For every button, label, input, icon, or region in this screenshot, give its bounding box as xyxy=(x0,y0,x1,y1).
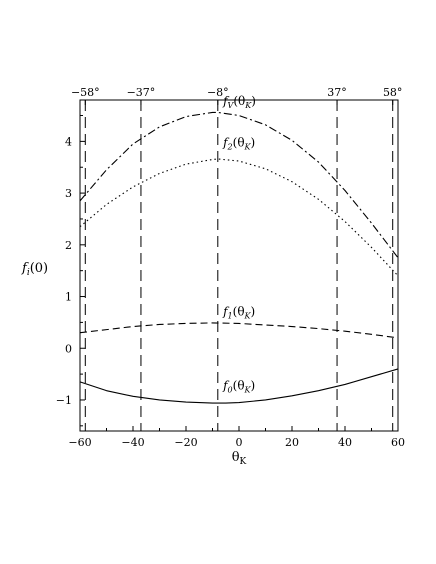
curve-label: f0(θK) xyxy=(222,379,255,395)
x-tick-label: 60 xyxy=(391,436,405,449)
x-tick-label: −60 xyxy=(68,436,91,449)
y-axis-ticks: −1 0 1 2 3 4 xyxy=(56,115,85,427)
y-tick-label: −1 xyxy=(56,394,72,407)
x-tick-label: −20 xyxy=(174,436,197,449)
series-line-2 xyxy=(79,322,399,339)
y-tick-label: 1 xyxy=(65,291,72,304)
x-axis-ticks: −60 −40 −20 0 20 40 60 xyxy=(68,426,405,449)
series-layer xyxy=(79,111,399,404)
x-tick-label: 20 xyxy=(285,436,299,449)
x-tick-label: 40 xyxy=(338,436,352,449)
x-axis-label: θK xyxy=(232,450,247,467)
series-line-1 xyxy=(79,158,399,277)
y-axis-label: fi(0) xyxy=(21,261,48,278)
x-tick-label: 0 xyxy=(236,436,243,449)
top-tick-label: −37° xyxy=(127,86,156,99)
curve-label: f2(θK) xyxy=(222,136,255,152)
y-tick-label: 3 xyxy=(65,187,72,200)
top-tick-label: 58° xyxy=(383,86,403,99)
x-tick-label: −40 xyxy=(121,436,144,449)
y-tick-label: 4 xyxy=(65,135,72,148)
y-tick-label: 2 xyxy=(65,239,72,252)
top-tick-label: 37° xyxy=(327,86,347,99)
reference-lines xyxy=(84,100,394,431)
curve-label: f1(θK) xyxy=(222,305,255,321)
curve-label: fV(θK) xyxy=(222,94,256,110)
y-tick-label: 0 xyxy=(65,342,72,355)
series-line-3 xyxy=(79,368,399,404)
curve-labels: fV(θK) f2(θK) f1(θK) f0(θK) xyxy=(222,94,256,394)
series-line-0 xyxy=(79,111,399,259)
top-tick-label: −58° xyxy=(71,86,100,99)
top-tick-label: −8° xyxy=(207,86,229,99)
top-axis-ticks: −58° −37° −8° 37° 58° xyxy=(71,86,403,105)
